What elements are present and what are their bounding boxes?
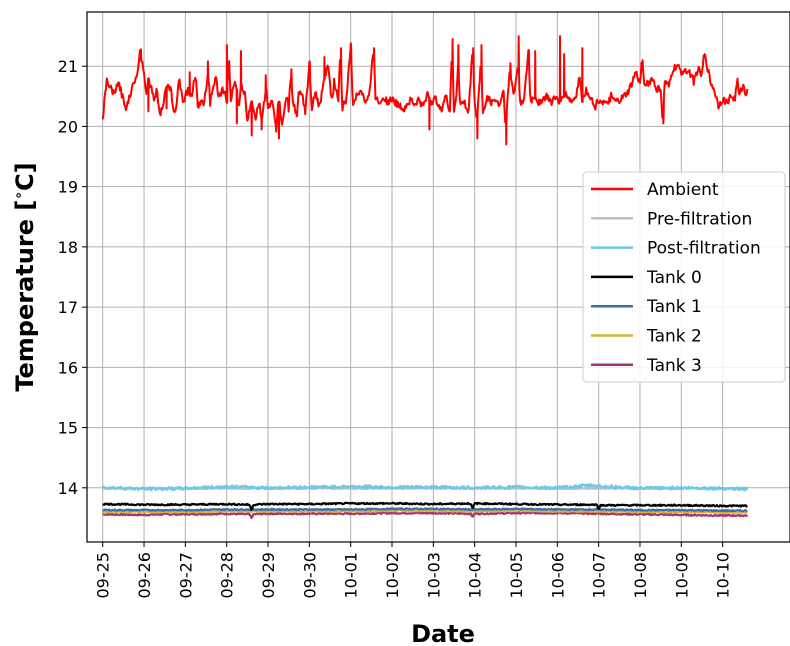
legend-label: Tank 0 [646, 268, 702, 288]
y-tick-label: 17 [58, 298, 78, 317]
legend-label: Ambient [647, 180, 719, 200]
y-axis-label-degree: ∘ [11, 191, 27, 200]
x-tick-label: 09-27 [176, 552, 195, 599]
legend: Ambient Pre-filtration Post-filtration Tank… [582, 171, 786, 383]
series-line-tank-3 [102, 511, 749, 520]
x-tick-label: 10-04 [466, 552, 485, 599]
y-tick-label: 15 [58, 419, 78, 438]
series-line-post-filtration [101, 482, 749, 492]
x-tick-label: 10-06 [548, 552, 567, 599]
legend-box [582, 171, 786, 383]
x-tick-label: 10-03 [424, 552, 443, 599]
x-axis: 09-25 09-26 09-27 09-28 09-29 09-30 10-01 10-02… [94, 542, 733, 599]
x-tick-label: 10-10 [714, 552, 733, 599]
series-line-tank-0 [102, 501, 748, 511]
x-tick-label: 10-08 [631, 552, 650, 599]
y-axis-label: Temperature [∘C] [11, 162, 39, 391]
x-tick-label: 09-26 [135, 552, 154, 599]
legend-label: Pre-filtration [647, 209, 752, 229]
x-tick-label: 10-02 [383, 552, 402, 599]
y-tick-label: 18 [58, 238, 78, 257]
y-tick-label: 20 [58, 117, 78, 136]
y-tick-label: 16 [58, 358, 78, 377]
x-tick-label: 10-01 [342, 552, 361, 599]
legend-label: Post-filtration [647, 239, 761, 259]
y-axis: 14 15 16 17 18 19 20 21 [58, 57, 87, 498]
y-tick-label: 19 [58, 178, 78, 197]
y-axis-label-suffix: C] [11, 162, 39, 191]
x-tick-label: 10-09 [672, 552, 691, 599]
x-tick-label: 10-05 [507, 552, 526, 599]
y-axis-label-group: Temperature [∘C] [11, 162, 39, 391]
series-line-ambient [101, 35, 749, 146]
y-tick-label: 14 [58, 479, 78, 498]
legend-label: Tank 1 [646, 297, 702, 317]
series-layer [101, 35, 749, 520]
series-line-tank-2 [101, 508, 748, 515]
x-tick-label: 09-25 [94, 552, 113, 599]
x-tick-label: 10-07 [590, 552, 609, 599]
x-tick-label: 09-30 [300, 552, 319, 599]
x-tick-label: 09-28 [218, 552, 237, 599]
y-tick-label: 21 [58, 57, 78, 76]
x-axis-label: Date [411, 620, 475, 646]
series-line-tank-1 [102, 507, 748, 513]
x-tick-label: 09-29 [259, 552, 278, 599]
plot-frame [86, 11, 790, 543]
legend-label: Tank 3 [646, 356, 702, 376]
y-axis-label-prefix: Temperature [ [11, 200, 39, 392]
legend-label: Tank 2 [646, 327, 702, 347]
